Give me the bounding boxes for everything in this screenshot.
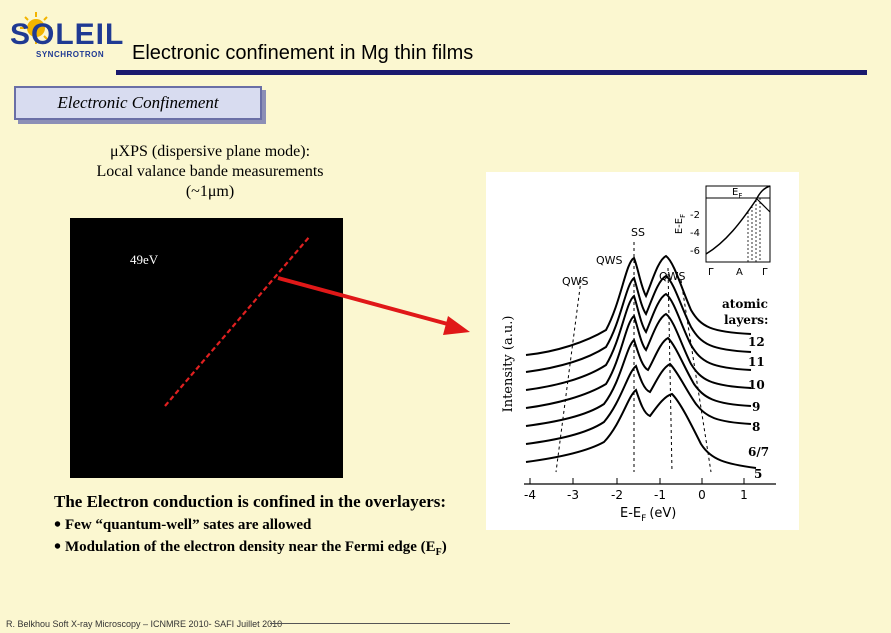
title-underline bbox=[116, 70, 867, 75]
peak-label-qws-right: QWS bbox=[659, 270, 686, 283]
x-tick: 0 bbox=[698, 488, 706, 502]
inset-ef-label: EF bbox=[732, 187, 742, 200]
spectra-figure: -4 -3 -2 -1 0 1 E-EF (eV) Intensity (a.u.… bbox=[501, 185, 776, 524]
soleil-logo: SOLEIL SYNCHROTRON bbox=[6, 10, 125, 66]
x-axis-label: E-EF (eV) bbox=[620, 506, 676, 524]
bullet-text-2: Modulation of the electron density near … bbox=[65, 539, 436, 555]
y-axis-label: Intensity (a.u.) bbox=[501, 316, 516, 413]
xps-line-2: Local valance bande measurements bbox=[96, 163, 324, 180]
xps-line-3: (~1μm) bbox=[185, 183, 235, 200]
x-tick: -2 bbox=[611, 488, 623, 502]
bullet-text-2-end: ) bbox=[441, 539, 447, 555]
logo-wordmark: SOLEIL bbox=[10, 18, 125, 51]
peak-label-qws-left: QWS bbox=[562, 275, 589, 288]
inset-y-tick: -6 bbox=[690, 246, 700, 257]
band-structure-inset: EF -2 -4 -6 Γ A Γ E-EF bbox=[674, 185, 771, 278]
layers-title-1: atomic bbox=[722, 297, 768, 311]
layer-label: 10 bbox=[748, 378, 765, 392]
xps-line-1: μXPS (dispersive plane mode): bbox=[109, 143, 311, 160]
footer-credit: R. Belkhou Soft X-ray Microscopy – ICNMR… bbox=[6, 619, 283, 629]
dispersive-line bbox=[164, 235, 311, 407]
x-tick: -4 bbox=[524, 488, 536, 502]
layer-label: 12 bbox=[748, 335, 765, 349]
bullet-text-1: Few “quantum-well” sates are allowed bbox=[65, 517, 312, 533]
footer-rule bbox=[270, 623, 510, 624]
x-tick: -3 bbox=[567, 488, 579, 502]
xps-description: μXPS (dispersive plane mode): Local vala… bbox=[60, 142, 360, 202]
bullet-item-2: • Modulation of the electron density near… bbox=[54, 536, 447, 559]
logo-subtitle: SYNCHROTRON bbox=[36, 50, 105, 59]
layer-label: 9 bbox=[752, 400, 760, 414]
inset-x-tick: A bbox=[736, 267, 743, 278]
layer-label: 5 bbox=[754, 467, 762, 481]
photoemission-plot: -4 -3 -2 -1 0 1 E-EF (eV) Intensity (a.u.… bbox=[486, 172, 799, 530]
layer-label: 6/7 bbox=[748, 445, 769, 459]
slide-title: Electronic confinement in Mg thin films bbox=[132, 42, 474, 64]
inset-y-tick: -2 bbox=[690, 210, 700, 221]
layer-label: 11 bbox=[748, 355, 765, 369]
x-tick: -1 bbox=[654, 488, 666, 502]
section-label-box: Electronic Confinement bbox=[14, 86, 262, 120]
pointer-arrow bbox=[277, 276, 470, 335]
sun-icon bbox=[20, 12, 52, 44]
peak-label-qws-mid: QWS bbox=[596, 254, 623, 267]
layer-label: 8 bbox=[752, 420, 760, 434]
bullet-item-1: • Few “quantum-well” sates are allowed bbox=[54, 514, 311, 537]
inset-y-tick: -4 bbox=[690, 228, 700, 239]
inset-y-label: E-EF bbox=[674, 214, 687, 234]
inset-x-tick: Γ bbox=[762, 267, 768, 278]
inset-x-tick: Γ bbox=[708, 267, 714, 278]
peak-label-ss: SS bbox=[631, 226, 645, 239]
bullet-text-2-sub: F bbox=[435, 547, 442, 558]
x-tick: 1 bbox=[740, 488, 748, 502]
bullet-dot-icon: • bbox=[54, 536, 62, 558]
bullet-dot-icon: • bbox=[54, 514, 62, 536]
conclusion-text: The Electron conduction is confined in t… bbox=[54, 492, 447, 511]
photon-energy-label: 49eV bbox=[130, 252, 159, 267]
microscopy-image: 49eV bbox=[70, 218, 343, 478]
layers-title-2: layers: bbox=[724, 313, 768, 327]
section-label: Electronic Confinement bbox=[57, 93, 219, 112]
